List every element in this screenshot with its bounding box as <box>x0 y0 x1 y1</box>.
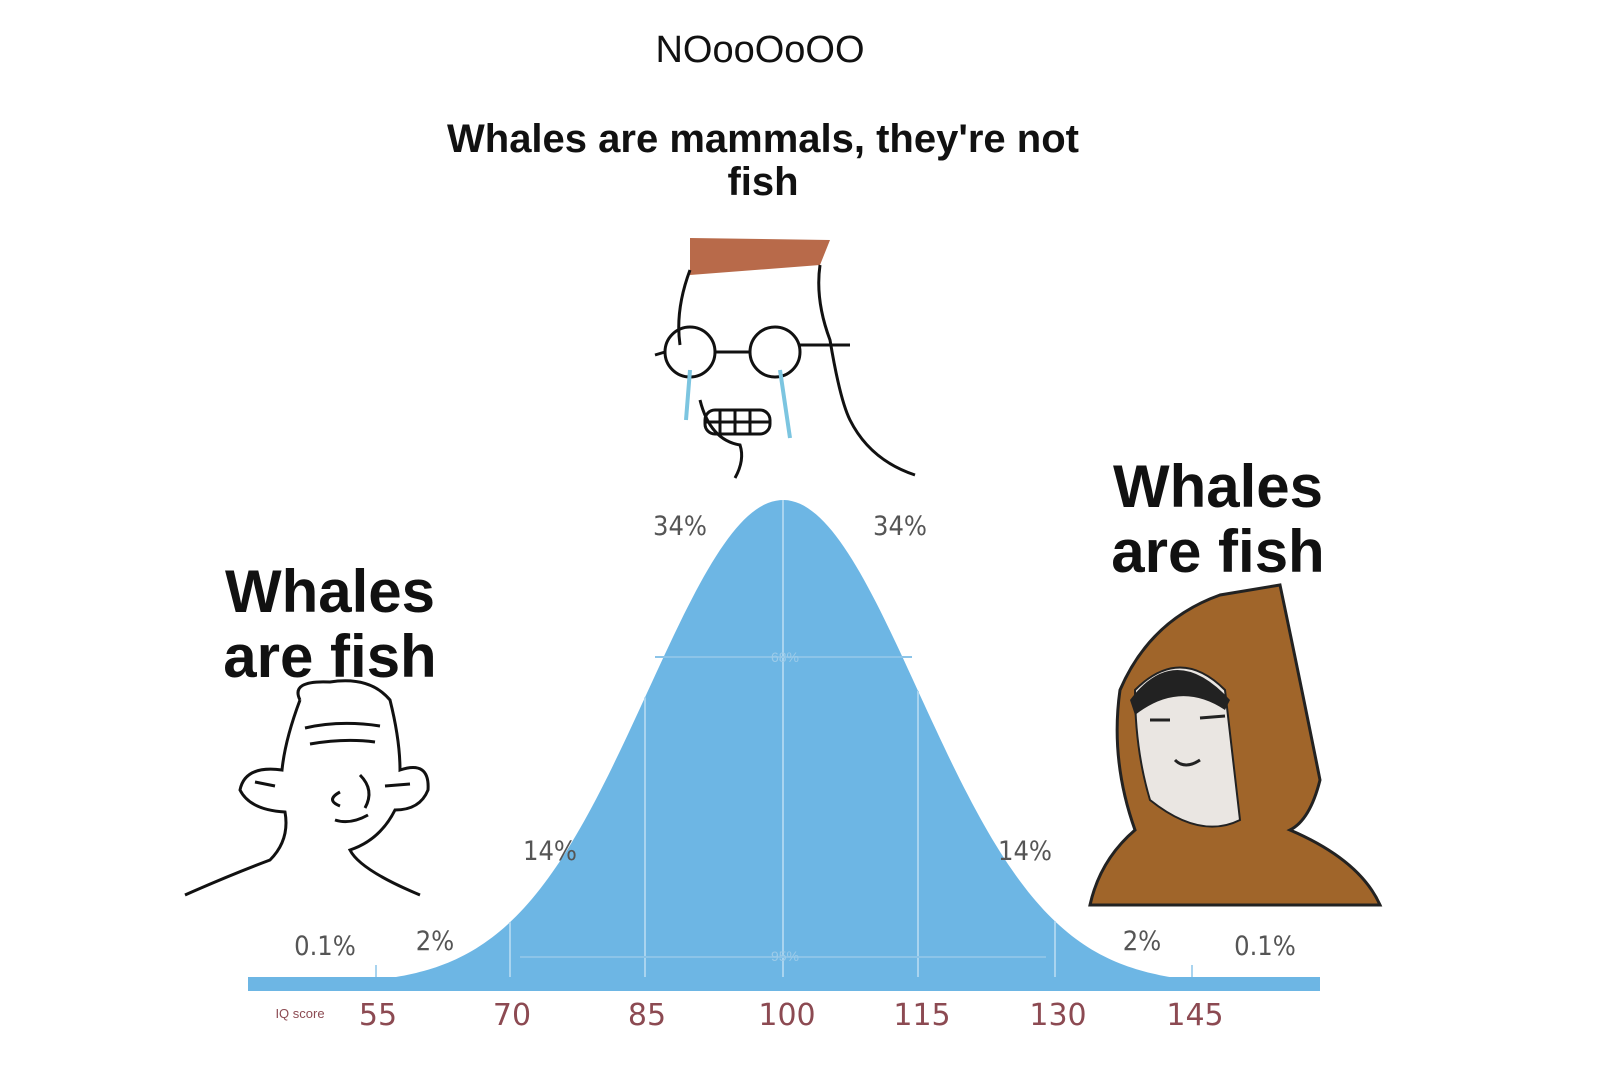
percent-label: 0.1% <box>294 931 356 962</box>
percent-label: 34% <box>873 511 927 542</box>
axis-title: IQ score <box>275 1006 324 1021</box>
right-character <box>1088 583 1383 907</box>
axis-label: 55 <box>359 998 397 1033</box>
percent-label: 2% <box>416 926 455 957</box>
percent-label: 0.1% <box>1234 931 1296 962</box>
section-lines <box>375 500 1193 985</box>
inner-label: 95% <box>771 948 799 964</box>
percent-label: 34% <box>653 511 707 542</box>
left-caption: Whales are fish <box>223 558 437 690</box>
percent-label: 14% <box>998 836 1052 867</box>
percent-label: 2% <box>1123 926 1162 957</box>
baseline-bar <box>248 977 1320 991</box>
center-character <box>654 238 916 479</box>
axis-label: 70 <box>493 998 531 1033</box>
percent-label: 14% <box>523 836 577 867</box>
axis-label: 115 <box>893 998 950 1033</box>
axis-label: 145 <box>1166 998 1223 1033</box>
axis-label: 130 <box>1029 998 1086 1033</box>
left-character <box>184 679 430 897</box>
axis-label: 85 <box>628 998 666 1033</box>
subtitle: Whales are mammals, they're not fish <box>447 117 1079 205</box>
title: NOooOoOO <box>655 29 865 71</box>
inner-label: 68% <box>771 649 799 665</box>
right-caption: Whales are fish <box>1111 453 1325 585</box>
axis-label: 100 <box>758 998 815 1033</box>
